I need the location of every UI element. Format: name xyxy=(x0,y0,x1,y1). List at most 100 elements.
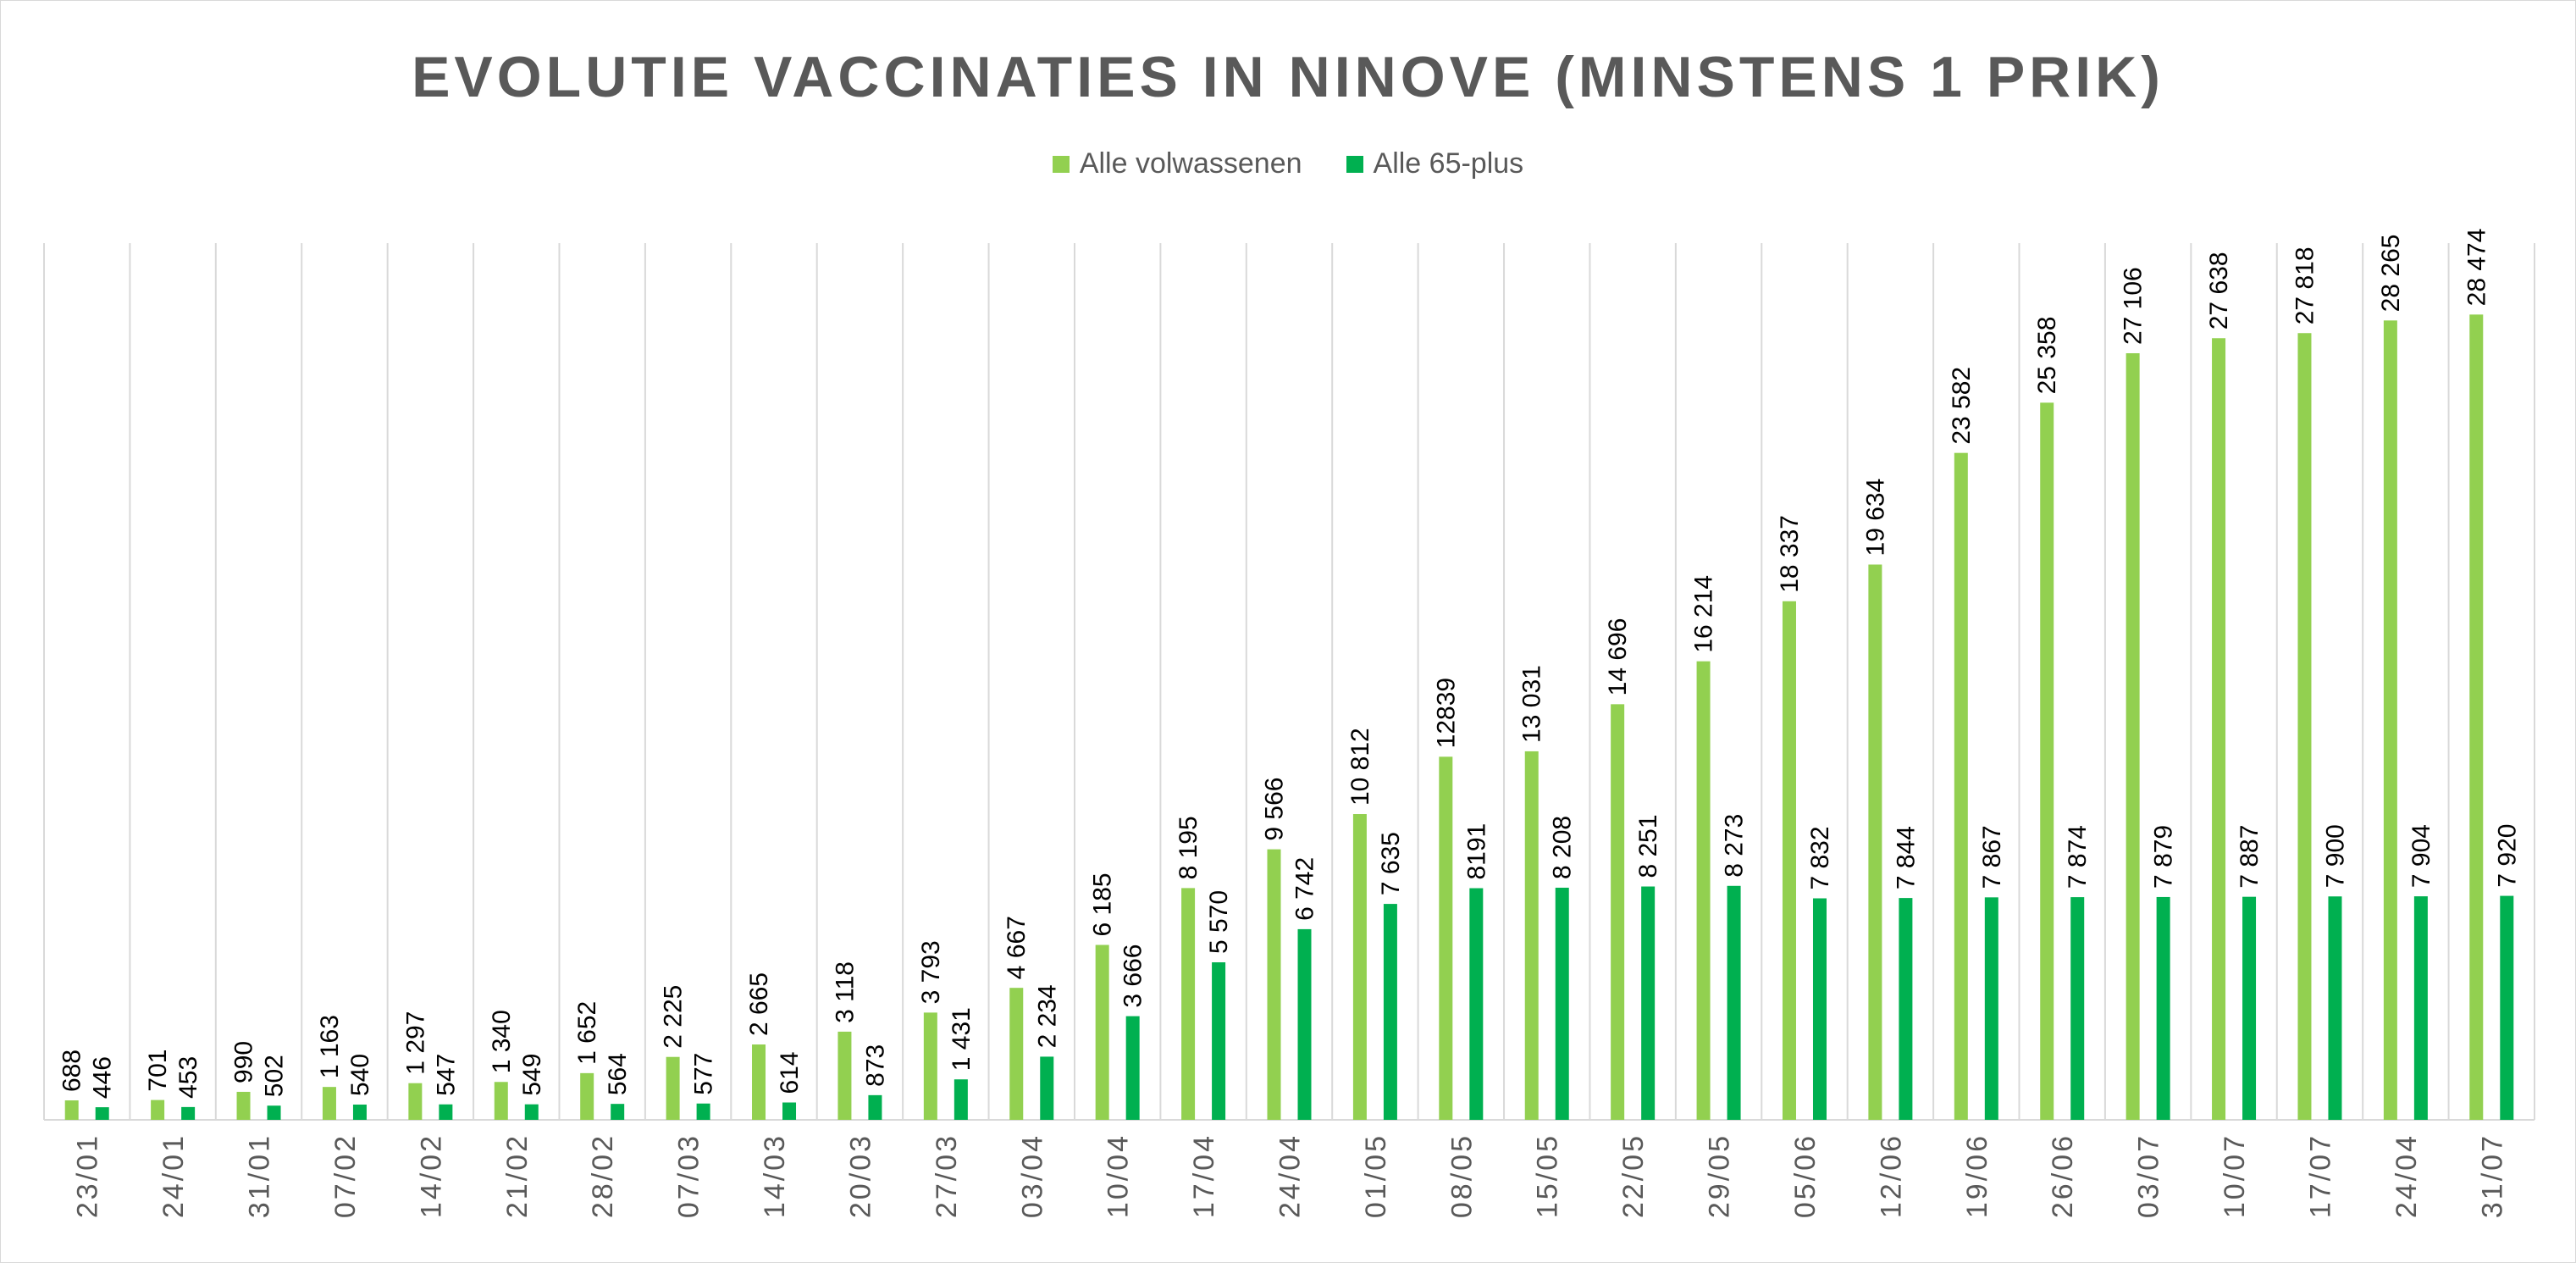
data-label-adults: 23 582 xyxy=(1948,367,1976,445)
bar-adults xyxy=(1095,944,1109,1120)
data-label-65plus: 873 xyxy=(861,1044,889,1087)
x-tick-label: 03/07 xyxy=(2133,1133,2165,1218)
bar-adults xyxy=(1868,564,1882,1120)
bar-65plus xyxy=(1297,928,1312,1120)
data-label-65plus: 7 844 xyxy=(1892,826,1920,889)
data-label-65plus: 446 xyxy=(89,1056,117,1099)
bar-adults xyxy=(1009,988,1024,1120)
data-label-65plus: 549 xyxy=(518,1054,546,1096)
bar-adults xyxy=(2125,353,2140,1120)
data-label-65plus: 8191 xyxy=(1462,823,1490,880)
bar-adults xyxy=(151,1100,165,1120)
data-label-adults: 1 163 xyxy=(316,1015,344,1078)
data-label-65plus: 7 904 xyxy=(2407,824,2435,888)
data-label-65plus: 540 xyxy=(346,1054,374,1096)
x-tick-label: 08/05 xyxy=(1446,1133,1478,1218)
data-label-adults: 990 xyxy=(230,1041,258,1083)
data-label-adults: 27 106 xyxy=(2120,267,2148,345)
data-label-65plus: 614 xyxy=(776,1051,804,1094)
bar-adults xyxy=(666,1056,680,1120)
data-label-adults: 3 793 xyxy=(917,940,945,1004)
data-label-adults: 688 xyxy=(58,1050,86,1092)
bar-65plus xyxy=(954,1079,968,1120)
data-label-adults: 27 818 xyxy=(2291,247,2319,324)
bar-65plus xyxy=(611,1104,625,1120)
bar-adults xyxy=(1439,756,1453,1120)
bar-adults xyxy=(408,1083,423,1120)
data-label-adults: 14 696 xyxy=(1604,618,1632,696)
bar-adults xyxy=(64,1100,79,1120)
bar-65plus xyxy=(1040,1056,1054,1120)
x-tick-label: 24/04 xyxy=(1274,1133,1307,1218)
bar-adults xyxy=(1267,849,1281,1120)
bar-adults xyxy=(1611,704,1625,1120)
bar-65plus xyxy=(1469,888,1484,1120)
bar-65plus xyxy=(1727,885,1741,1120)
x-tick-label: 05/06 xyxy=(1789,1133,1821,1218)
data-label-adults: 28 474 xyxy=(2463,229,2490,307)
x-tick-label: 31/01 xyxy=(244,1133,276,1218)
x-tick-label: 17/04 xyxy=(1188,1133,1220,1218)
x-tick-label: 21/02 xyxy=(501,1133,533,1218)
bar-65plus xyxy=(352,1104,367,1120)
data-label-adults: 2 225 xyxy=(660,985,688,1049)
data-label-65plus: 7 832 xyxy=(1806,826,1834,889)
bar-adults xyxy=(2040,402,2054,1120)
data-label-adults: 10 812 xyxy=(1346,728,1374,806)
bar-65plus xyxy=(2500,895,2514,1120)
x-tick-label: 15/05 xyxy=(1532,1133,1564,1218)
legend-swatch-adults xyxy=(1052,155,1070,173)
x-tick-label: 14/02 xyxy=(415,1133,447,1218)
data-label-65plus: 3 666 xyxy=(1119,944,1147,1008)
data-label-adults: 28 265 xyxy=(2377,235,2405,313)
bar-adults xyxy=(580,1072,594,1120)
bar-adults xyxy=(752,1044,766,1120)
legend: Alle volwassenen Alle 65-plus xyxy=(0,147,2576,180)
data-label-65plus: 7 874 xyxy=(2064,825,2092,889)
x-tick-label: 19/06 xyxy=(1961,1133,1993,1218)
x-tick-label: 20/03 xyxy=(844,1133,876,1218)
x-tick-label: 22/05 xyxy=(1617,1133,1650,1218)
data-label-adults: 6 185 xyxy=(1089,872,1117,936)
bar-65plus xyxy=(2156,896,2170,1120)
data-label-adults: 3 118 xyxy=(831,961,859,1023)
bar-adults xyxy=(1782,601,1796,1120)
data-label-adults: 27 638 xyxy=(2205,252,2233,330)
bar-65plus xyxy=(868,1094,882,1120)
data-label-65plus: 7 887 xyxy=(2236,825,2264,889)
bar-65plus xyxy=(2242,896,2257,1120)
x-tick-label: 29/05 xyxy=(1704,1133,1736,1218)
bar-65plus xyxy=(181,1106,196,1120)
bar-adults xyxy=(2383,320,2397,1120)
data-label-65plus: 7 867 xyxy=(1978,825,2006,889)
data-label-adults: 1 652 xyxy=(573,1001,601,1065)
bar-adults xyxy=(2297,333,2312,1120)
bar-adults xyxy=(322,1087,336,1120)
bar-adults xyxy=(1352,814,1367,1120)
x-tick-label: 12/06 xyxy=(1875,1133,1907,1218)
data-label-65plus: 8 251 xyxy=(1634,814,1662,878)
data-label-adults: 4 667 xyxy=(1003,916,1031,979)
legend-label-65plus: Alle 65-plus xyxy=(1373,147,1524,180)
data-label-adults: 2 665 xyxy=(745,972,773,1036)
data-label-65plus: 7 920 xyxy=(2493,823,2521,887)
data-label-65plus: 577 xyxy=(690,1053,718,1095)
bar-adults xyxy=(837,1031,852,1120)
bar-65plus xyxy=(439,1104,453,1120)
data-label-65plus: 5 570 xyxy=(1205,890,1233,954)
bar-65plus xyxy=(696,1103,710,1120)
bar-adults xyxy=(494,1082,508,1120)
bar-65plus xyxy=(2413,896,2428,1120)
bar-adults xyxy=(1524,751,1539,1120)
bar-65plus xyxy=(1383,904,1397,1120)
legend-label-adults: Alle volwassenen xyxy=(1079,147,1302,180)
x-tick-label: 10/07 xyxy=(2219,1133,2251,1218)
data-label-adults: 1 297 xyxy=(401,1011,429,1075)
data-label-adults: 701 xyxy=(144,1050,172,1092)
chart-title: EVOLUTIE VACCINATIES IN NINOVE (MINSTENS… xyxy=(412,45,2164,109)
bar-adults xyxy=(2212,338,2226,1120)
x-tick-label: 26/06 xyxy=(2047,1133,2079,1218)
data-label-adults: 25 358 xyxy=(2033,317,2061,395)
bar-65plus xyxy=(1984,897,1998,1120)
